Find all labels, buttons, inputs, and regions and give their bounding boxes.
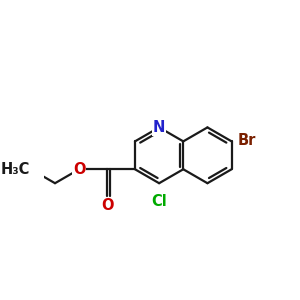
Text: O: O bbox=[101, 198, 113, 213]
Text: Cl: Cl bbox=[151, 194, 167, 209]
Text: N: N bbox=[153, 120, 165, 135]
Text: O: O bbox=[73, 162, 85, 177]
Text: Br: Br bbox=[237, 133, 256, 148]
Text: H₃C: H₃C bbox=[0, 162, 29, 177]
